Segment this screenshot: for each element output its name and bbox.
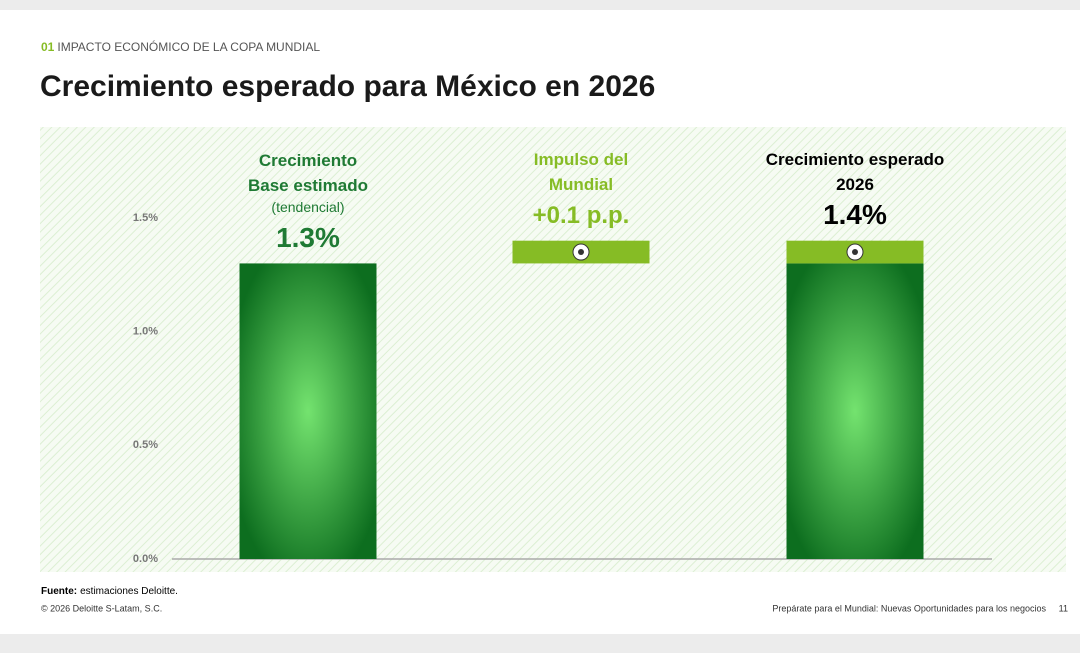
page-number: 11 — [1059, 603, 1068, 613]
bar — [786, 263, 924, 559]
section-name: IMPACTO ECONÓMICO DE LA COPA MUNDIAL — [57, 39, 320, 54]
category-note: (tendencial) — [271, 199, 344, 215]
category-label: Base estimado — [248, 176, 368, 195]
chart-title: Crecimiento esperado para México en 2026 — [40, 70, 655, 103]
ball-patch — [852, 249, 858, 256]
category-label: Impulso del — [534, 150, 628, 169]
source-text: estimaciones Deloitte. — [80, 586, 178, 597]
category-label: 2026 — [836, 175, 874, 194]
footer: Prepárate para el Mundial: Nuevas Oportu… — [772, 603, 1046, 613]
y-tick-label: 1.0% — [133, 326, 158, 338]
source-label: Fuente: — [41, 586, 77, 597]
category-label: Crecimiento esperado — [766, 150, 945, 169]
section-number: 01 — [41, 40, 55, 54]
copyright: © 2026 Deloitte S-Latam, S.C. — [41, 603, 162, 613]
value-label: +0.1 p.p. — [533, 202, 630, 229]
y-tick-label: 1.5% — [133, 212, 158, 224]
value-label: 1.3% — [276, 222, 340, 253]
category-label: Mundial — [549, 175, 613, 194]
y-tick-label: 0.5% — [133, 439, 158, 451]
y-tick-label: 0.0% — [133, 553, 158, 565]
bar — [239, 263, 377, 559]
value-label: 1.4% — [823, 199, 887, 230]
section: 01 IMPACTO ECONÓMICO DE LA COPA MUNDIAL — [41, 39, 320, 54]
category-label: Crecimiento — [259, 151, 357, 170]
source: Fuente: estimaciones Deloitte. — [41, 586, 178, 597]
ball-patch — [578, 249, 584, 256]
